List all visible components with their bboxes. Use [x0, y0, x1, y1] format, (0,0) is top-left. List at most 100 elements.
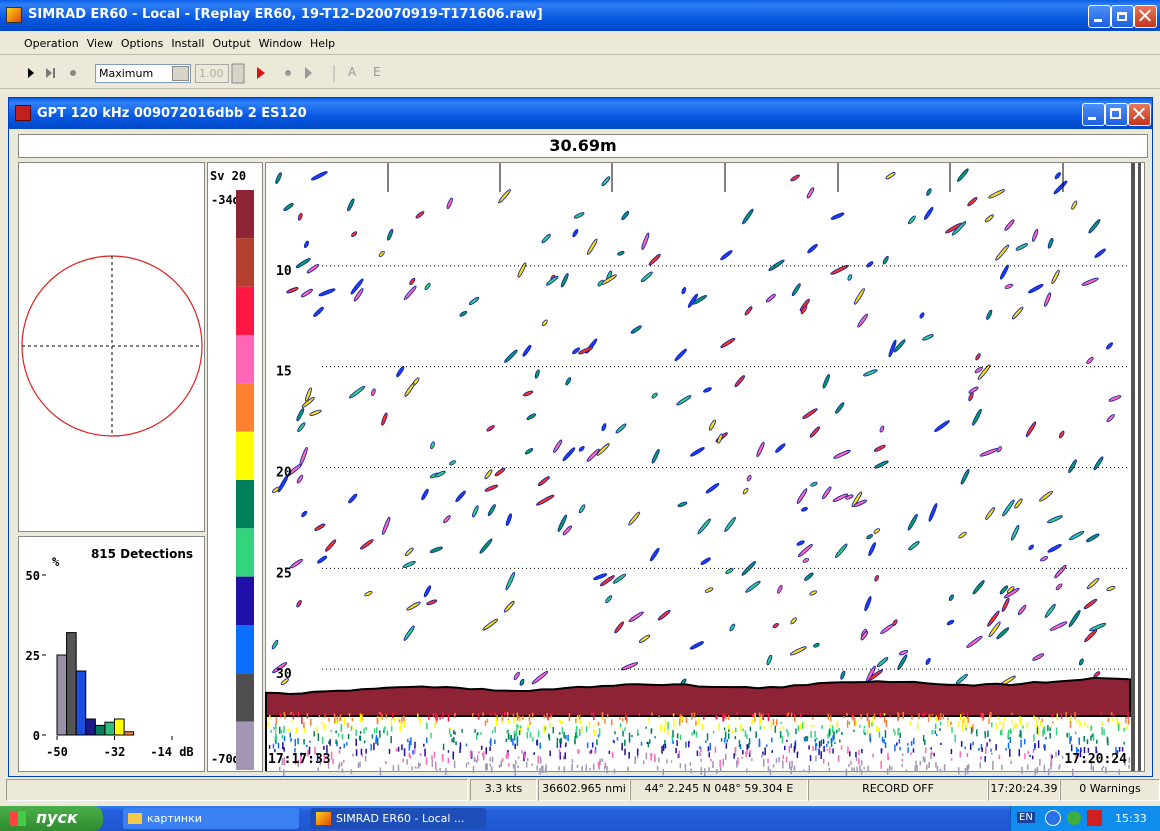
child-maximize[interactable] — [1105, 103, 1128, 126]
tray-icon[interactable] — [1087, 810, 1102, 826]
seabed-speckle — [399, 725, 401, 732]
seabed-speckle — [602, 716, 604, 720]
seabed-speckle — [725, 753, 727, 760]
menu-item[interactable]: Help — [310, 37, 336, 50]
echo — [286, 287, 299, 294]
seabed-speckle — [939, 721, 942, 726]
seabed-speckle — [964, 746, 966, 750]
echo — [863, 369, 878, 377]
seabed-speckle — [814, 738, 816, 743]
seabed-speckle — [989, 712, 992, 718]
grey-play[interactable] — [305, 67, 312, 79]
play-icon[interactable] — [28, 68, 34, 78]
seabed-speckle — [619, 723, 622, 727]
menu-item[interactable]: Output — [212, 37, 251, 50]
seabed-speckle — [879, 712, 882, 718]
menu-item[interactable]: Window — [258, 37, 303, 50]
close-button[interactable] — [1134, 5, 1157, 28]
child-close[interactable] — [1128, 103, 1151, 126]
seabed-speckle — [1010, 760, 1012, 764]
tray-icon[interactable] — [1067, 811, 1081, 825]
echo — [822, 374, 830, 389]
seabed-speckle — [1092, 733, 1095, 741]
seabed-speckle — [665, 722, 667, 726]
task-item[interactable]: картинки — [123, 808, 299, 829]
seabed-speckle — [622, 730, 624, 737]
e-button[interactable]: E — [373, 65, 381, 79]
seabed-speckle — [537, 755, 540, 764]
echo — [984, 214, 994, 223]
red-play[interactable] — [257, 67, 265, 79]
menu-item[interactable]: Options — [120, 37, 164, 50]
echo — [424, 282, 431, 291]
seabed-speckle — [272, 743, 275, 749]
minimize-button[interactable] — [1088, 5, 1111, 28]
echo — [1004, 219, 1015, 231]
seabed-speckle — [846, 720, 849, 728]
seabed-speckle — [746, 768, 748, 773]
a-button[interactable]: A — [348, 65, 357, 79]
seabed-speckle — [283, 747, 285, 752]
seabed-speckle — [947, 719, 949, 728]
color-swatch — [236, 576, 254, 625]
seabed-speckle — [672, 740, 674, 745]
seabed-speckle — [1021, 766, 1023, 774]
combo-arrow[interactable] — [172, 66, 189, 81]
seabed-speckle — [593, 724, 595, 727]
histogram-title: 815 Detections — [91, 547, 193, 561]
menu-item[interactable]: Install — [171, 37, 205, 50]
seabed-speckle — [504, 712, 506, 717]
echo — [347, 198, 355, 212]
seabed-speckle — [940, 742, 942, 745]
seabed-speckle — [840, 745, 843, 750]
echo — [847, 274, 853, 281]
spin[interactable] — [231, 63, 245, 84]
seabed-speckle — [936, 765, 939, 771]
seabed-speckle — [321, 721, 323, 725]
seabed-speckle — [514, 743, 516, 750]
tray-icon[interactable] — [1045, 810, 1061, 826]
seabed-speckle — [513, 731, 516, 735]
seabed-speckle — [884, 730, 887, 739]
menu-item[interactable]: View — [86, 37, 113, 50]
seabed-speckle — [930, 754, 932, 760]
echo — [832, 493, 849, 502]
task-item-active[interactable]: SIMRAD ER60 - Local ... — [310, 808, 486, 829]
seabed-speckle — [559, 738, 561, 743]
seabed-speckle — [853, 718, 856, 726]
seabed-speckle — [1047, 768, 1050, 776]
step-icon[interactable] — [46, 68, 52, 78]
seabed-speckle — [699, 746, 701, 750]
seabed-speckle — [624, 727, 626, 732]
dot[interactable] — [285, 70, 291, 76]
seabed-speckle — [715, 769, 718, 774]
seabed-speckle — [390, 718, 393, 726]
seabed-speckle — [613, 768, 616, 774]
echo — [880, 623, 894, 634]
seabed-speckle — [725, 715, 727, 720]
seabed-speckle — [414, 741, 416, 749]
seabed-speckle — [401, 744, 403, 751]
start-button[interactable]: пуск — [0, 806, 103, 831]
seabed-speckle — [863, 729, 865, 734]
mode-combo[interactable]: Maximum — [95, 64, 191, 83]
lang[interactable]: EN — [1017, 812, 1035, 823]
echo — [741, 561, 756, 576]
seabed-speckle — [829, 724, 831, 728]
seabed-speckle — [531, 763, 533, 766]
echo — [297, 422, 306, 432]
seabed-speckle — [651, 753, 653, 757]
menu-item[interactable]: Operation — [24, 37, 79, 50]
seabed-speckle — [459, 742, 462, 750]
seabed-speckle — [1022, 725, 1024, 729]
seabed-speckle — [518, 730, 521, 736]
echo — [596, 443, 610, 456]
echo — [802, 557, 810, 563]
speed-field[interactable]: 1.00 — [195, 64, 229, 83]
child-minimize[interactable] — [1082, 103, 1105, 126]
record-icon[interactable] — [70, 70, 76, 76]
echo — [403, 625, 415, 641]
seabed-speckle — [1125, 717, 1127, 724]
seabed-speckle — [485, 747, 488, 755]
restore-button[interactable] — [1111, 5, 1134, 28]
